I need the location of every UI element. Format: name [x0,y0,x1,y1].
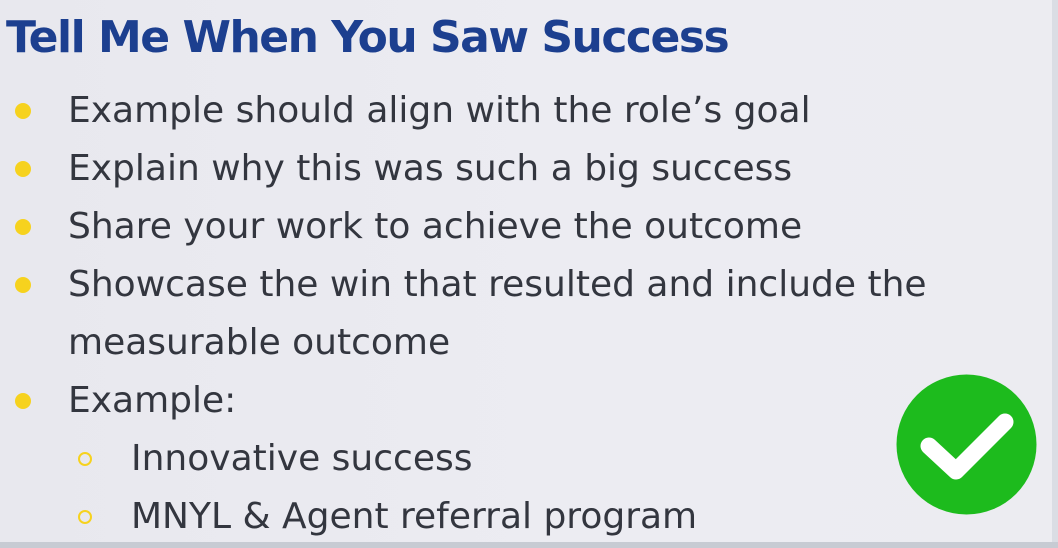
bullet-text: Explain why this was such a big success [68,148,793,189]
sub-bullet-ring-icon [78,452,92,466]
check-circle-icon [896,374,1037,515]
bullet-item: Example: [0,372,1058,430]
bullet-dot-icon [15,161,31,177]
bullet-dot-icon [15,219,31,235]
sub-bullet-item: Innovative success [0,430,1058,488]
bullet-text-line-1: Showcase the win that resulted and inclu… [68,264,927,305]
sub-bullet-text: MNYL & Agent referral program [131,496,698,537]
bullet-item: Share your work to achieve the outcome [0,198,1058,256]
sub-bullet-item: MNYL & Agent referral program [0,488,1058,546]
bullet-item: Showcase the win that resulted and inclu… [0,256,1058,372]
sub-bullet-text: Innovative success [131,438,473,479]
bullet-item: Explain why this was such a big success [0,140,1058,198]
bullet-text-line-2: measurable outcome [68,322,451,363]
slide-bottom-edge [0,542,1058,548]
bullet-dot-icon [15,393,31,409]
bullet-item: Example should align with the role’s goa… [0,82,1058,140]
slide-title: Tell Me When You Saw Success [6,12,730,63]
check-circle-background [896,374,1037,515]
bullet-text: Example should align with the role’s goa… [68,90,811,131]
bullet-text: Share your work to achieve the outcome [68,206,803,247]
bullet-dot-icon [15,103,31,119]
sub-bullet-ring-icon [78,510,92,524]
bullet-dot-icon [15,277,31,293]
bullet-list: Example should align with the role’s goa… [0,82,1058,546]
check-mark-icon [920,413,1014,480]
bullet-text: Example: [68,380,237,421]
slide-right-edge [1052,0,1058,548]
